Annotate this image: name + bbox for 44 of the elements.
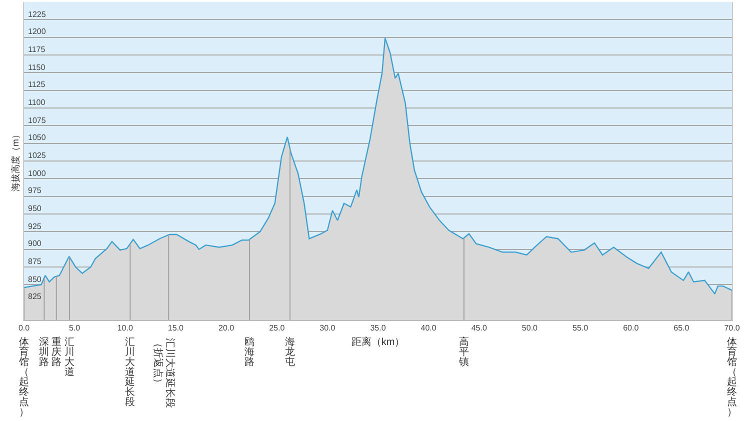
y-tick-label: 1150 (28, 63, 46, 72)
y-tick-label: 975 (28, 186, 42, 195)
ref-line-label: 汇川大道延长段 (125, 337, 136, 408)
y-tick-label: 850 (28, 275, 42, 284)
ref-line-label: 深圳路 (39, 337, 50, 368)
y-tick-label: 950 (28, 204, 42, 213)
y-tick-label: 925 (28, 222, 42, 231)
y-tick-label: 1200 (28, 27, 46, 36)
ref-line-label: 高平镇 (458, 337, 469, 368)
x-tick-label: 0.0 (18, 324, 30, 333)
y-tick-label: 900 (28, 239, 42, 248)
y-tick-label: 1125 (28, 80, 46, 89)
x-tick-label: 15.0 (168, 324, 184, 333)
y-axis-title: 海拔高度（m） (10, 130, 21, 192)
x-tick-label: 70.0 (724, 324, 740, 333)
y-tick-label: 1100 (28, 98, 46, 107)
y-tick-label: 1025 (28, 151, 46, 160)
x-tick-label: 30.0 (320, 324, 336, 333)
x-tick-label: 60.0 (623, 324, 640, 333)
y-tick-label: 1175 (28, 45, 46, 54)
y-tick-label: 1000 (28, 169, 46, 178)
x-tick-label: 45.0 (471, 324, 488, 333)
y-tick-label: 875 (28, 257, 42, 266)
x-tick-label: 50.0 (522, 324, 538, 333)
x-tick-label: 5.0 (69, 324, 81, 333)
x-tick-label: 10.0 (117, 324, 134, 333)
ref-line-label: 海龙屯 (285, 337, 295, 368)
y-tick-label: 1050 (28, 133, 46, 142)
ref-line-label: 重庆路 (51, 337, 62, 368)
ref-line-label: 体育馆（起终点） (727, 337, 737, 418)
x-tick-label: 40.0 (420, 324, 437, 333)
x-tick-label: 25.0 (269, 324, 286, 333)
ref-line-label: 汇川大道 (64, 337, 74, 378)
y-tick-label: 1075 (28, 116, 46, 125)
y-tick-label: 1225 (28, 10, 46, 19)
ref-line-label: 体育馆（起终点） (19, 337, 29, 418)
x-axis-title: 距离（km） (351, 336, 405, 348)
x-tick-label: 55.0 (572, 324, 589, 333)
x-tick-label: 35.0 (370, 324, 386, 333)
ref-line-label: 汇川大道延长段（折返点） (150, 338, 175, 408)
y-tick-label: 825 (28, 292, 42, 301)
ref-line-label: 鸥海路 (244, 337, 255, 368)
x-tick-label: 65.0 (674, 324, 690, 333)
x-tick-label: 20.0 (218, 324, 235, 333)
